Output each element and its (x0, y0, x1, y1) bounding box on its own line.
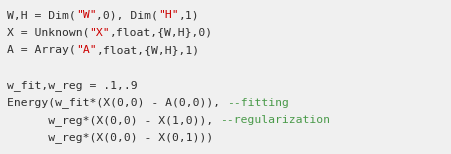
Text: "W": "W" (76, 10, 96, 20)
Text: ,0), Dim(: ,0), Dim( (96, 10, 158, 20)
Text: w_reg*(X(0,0) - X(0,1))): w_reg*(X(0,0) - X(0,1))) (7, 132, 213, 143)
Text: w_fit,w_reg = .1,.9: w_fit,w_reg = .1,.9 (7, 80, 137, 91)
Text: ,float,{W,H},0): ,float,{W,H},0) (110, 28, 213, 38)
Text: X = Unknown(: X = Unknown( (7, 28, 89, 38)
Text: --regularization: --regularization (220, 115, 329, 125)
Text: W,H = Dim(: W,H = Dim( (7, 10, 76, 20)
Text: "H": "H" (158, 10, 179, 20)
Text: ,1): ,1) (179, 10, 199, 20)
Text: Energy(w_fit*(X(0,0) - A(0,0)),: Energy(w_fit*(X(0,0) - A(0,0)), (7, 97, 226, 108)
Text: "A": "A" (76, 45, 96, 55)
Text: ,float,{W,H},1): ,float,{W,H},1) (96, 45, 199, 55)
Text: A = Array(: A = Array( (7, 45, 76, 55)
Text: --fitting: --fitting (226, 97, 288, 107)
Text: w_reg*(X(0,0) - X(1,0)),: w_reg*(X(0,0) - X(1,0)), (7, 115, 220, 126)
Text: "X": "X" (89, 28, 110, 38)
